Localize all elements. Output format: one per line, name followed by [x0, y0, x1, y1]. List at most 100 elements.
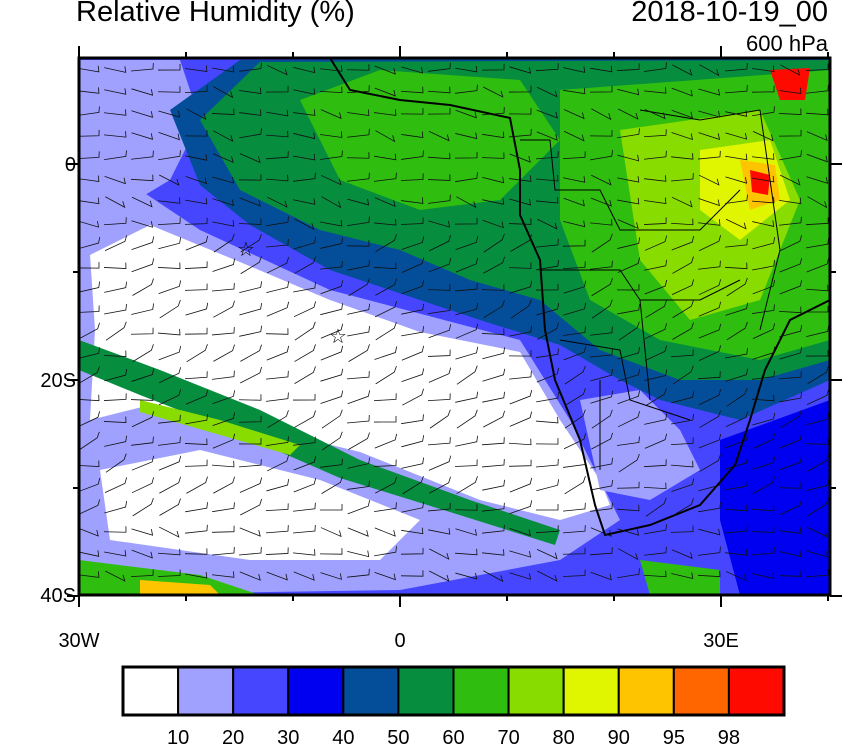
wind-barb	[725, 238, 748, 248]
wind-barb	[374, 546, 397, 557]
lat-label-40s: 40S	[40, 585, 76, 607]
wind-barb	[725, 62, 748, 72]
wind-barb	[752, 572, 775, 579]
wind-barb	[564, 476, 586, 495]
wind-barb	[79, 236, 101, 249]
wind-barb	[79, 366, 100, 384]
wind-barb	[238, 415, 262, 423]
wind-barb	[212, 370, 235, 380]
wind-barb	[806, 257, 830, 273]
wind-barb	[401, 236, 425, 250]
wind-barb	[213, 344, 235, 362]
wind-barb	[535, 283, 559, 291]
wind-barb	[752, 433, 776, 450]
wind-barb	[536, 392, 559, 403]
wind-barb	[293, 66, 316, 74]
wind-barb	[266, 478, 290, 492]
colorbar-box	[562, 666, 620, 716]
wind-barb	[347, 457, 371, 469]
wind-barb	[563, 346, 587, 361]
wind-barb	[347, 390, 371, 405]
wind-barb	[375, 476, 397, 494]
wind-barb	[563, 87, 586, 95]
wind-barb	[454, 151, 478, 159]
colorbar-box	[287, 666, 345, 716]
wind-barb	[428, 304, 451, 315]
wind-barb	[726, 277, 748, 297]
axis-ticks	[67, 46, 842, 607]
wind-barb	[590, 65, 613, 73]
wind-barb	[779, 550, 802, 558]
wind-barb	[536, 151, 559, 160]
wind-barb	[240, 344, 262, 362]
wind-barb	[238, 438, 262, 445]
field-dry-land	[580, 390, 700, 500]
wind-barb	[185, 414, 208, 425]
wind-barb	[130, 174, 154, 182]
wind-barb	[185, 571, 208, 579]
wind-barb	[185, 176, 207, 185]
wind-barb	[536, 197, 559, 204]
wind-barb	[158, 526, 180, 538]
wind-barb	[778, 570, 802, 577]
wind-barb	[185, 197, 208, 205]
wind-barb	[131, 455, 155, 471]
wind-barb	[456, 409, 478, 429]
wind-barb	[455, 435, 478, 447]
field-green-streak	[79, 340, 560, 545]
wind-barb	[616, 284, 640, 291]
wind-barb	[428, 437, 451, 446]
wind-barb	[725, 480, 748, 491]
wind-barb	[239, 153, 261, 164]
wind-barb	[105, 321, 127, 341]
wind-barb	[671, 572, 694, 580]
wind-barb	[293, 524, 316, 534]
wind-barb	[563, 326, 586, 336]
colorbar-label: 90	[607, 727, 630, 749]
wind-barb	[429, 476, 451, 494]
wind-barb	[806, 176, 829, 184]
wind-barb	[535, 503, 559, 511]
wind-barb	[617, 88, 640, 96]
wind-barb	[752, 370, 775, 380]
wind-barb	[428, 220, 451, 228]
colorbar-box	[617, 666, 675, 716]
wind-barb	[239, 571, 261, 581]
wind-barb	[725, 110, 748, 117]
wind-barb	[104, 369, 128, 382]
wind-barb	[807, 497, 829, 517]
wind-barb	[346, 152, 370, 159]
wind-barb	[482, 368, 506, 382]
wind-barb	[752, 106, 775, 117]
wind-barb	[483, 233, 505, 253]
wind-barb	[104, 281, 127, 293]
wind-barb	[805, 349, 829, 357]
humidity-field	[79, 58, 830, 595]
wind-barb	[294, 218, 315, 231]
wind-barb	[428, 235, 452, 252]
lat-label-20s: 20S	[40, 370, 76, 392]
wind-barb	[211, 525, 235, 533]
wind-barb	[401, 457, 425, 469]
wind-barb	[563, 109, 585, 120]
wind-barb	[725, 194, 748, 204]
wind-barb	[752, 259, 775, 271]
wind-barb	[590, 479, 613, 491]
wind-barb	[211, 108, 235, 115]
wind-barb	[482, 459, 505, 468]
lon-label-0: 0	[394, 630, 406, 652]
wind-barb	[509, 325, 532, 337]
wind-barb	[591, 108, 612, 121]
wind-barb	[373, 415, 397, 423]
wind-barb	[779, 392, 802, 403]
wind-barb	[562, 547, 586, 555]
wind-barb	[266, 301, 290, 317]
wind-barb	[563, 66, 586, 73]
wind-barb	[780, 64, 801, 77]
wind-barb	[266, 345, 290, 361]
wind-barb	[294, 410, 316, 428]
wind-barb	[184, 130, 208, 137]
wind-barb	[508, 218, 532, 225]
wind-barb	[509, 411, 533, 427]
